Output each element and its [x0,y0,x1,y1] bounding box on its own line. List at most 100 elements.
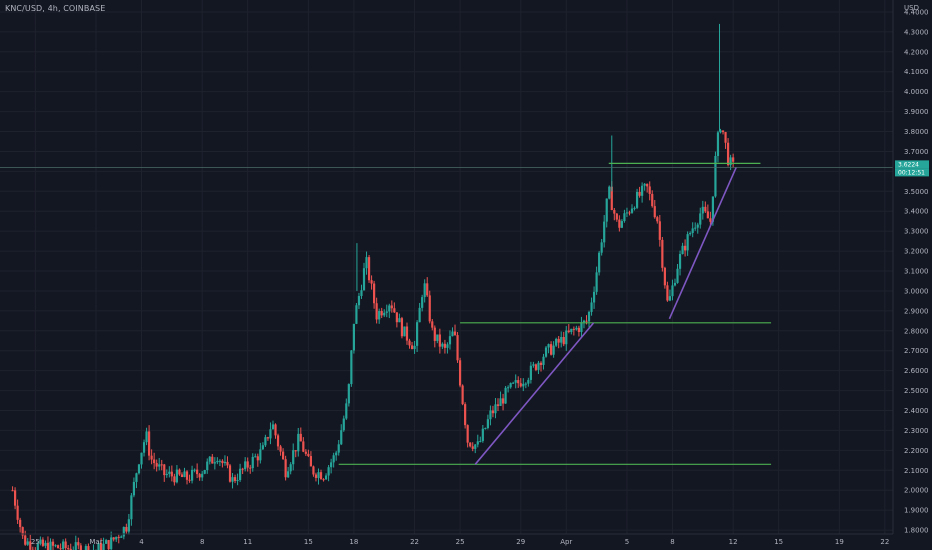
candle-body [681,245,684,255]
candle-body [132,481,136,496]
candle-body [350,350,353,385]
candle-body [544,347,548,357]
candle-body [590,302,593,312]
candle-body [610,186,613,211]
candle-body [615,213,618,220]
candle-body [231,477,234,482]
candle-body [390,305,393,309]
candle-body [370,280,373,284]
candle-body [228,465,232,482]
candle-body [239,468,242,481]
price-axis[interactable]: 1.8000 1.9000 2.0000 2.1000 2.2000 2.3000 2.40… [892,0,929,535]
price-badge-text: 00:12:51 [898,169,925,176]
candle-body [332,455,335,463]
time-axis[interactable]: 25 Mar 4 8 11 15 18 22 25 29 Apr 5 8 12 15 19 22 [0,533,893,546]
time-tick-label: 25 [456,538,465,546]
candle-body [507,387,510,389]
candle-body [79,545,82,550]
candle-body [663,267,666,286]
candle-body [125,527,128,532]
price-tick-label: 2.2000 [904,447,929,455]
candle-body [522,383,525,387]
candle-body [13,490,17,506]
candle-body [201,473,204,478]
candle-body [130,495,133,520]
time-tick-label: Mar [89,538,102,546]
candle-body [274,424,277,436]
time-tick-label: 19 [835,538,844,546]
candle-body [494,404,497,414]
candle-body [160,464,163,466]
candle-body [59,548,62,550]
candle-body [62,541,65,549]
candle-body [16,505,19,520]
candle-body [99,543,103,550]
candle-body [102,543,105,550]
candle-body [183,471,186,477]
candle-body [137,464,141,474]
candle-body [203,469,206,474]
candle-body [651,193,654,207]
candle-body [625,212,629,214]
price-tick-label: 2.3000 [904,427,929,435]
candle-body [696,224,699,228]
candle-body [408,340,411,346]
candle-body [534,364,538,370]
price-tick-label: 2.7000 [904,347,929,355]
candle-body [304,451,307,454]
candle-body [469,442,472,447]
candle-body [335,452,338,456]
candle-body [281,451,285,460]
candle-body [236,480,239,482]
candle-body [193,469,196,471]
price-tick-label: 3.3000 [904,228,929,236]
candle-body [180,474,184,477]
candle-body [729,157,732,166]
candle-body [582,320,586,323]
candle-body [251,456,254,469]
candle-body [206,461,209,470]
candle-body [423,283,426,298]
candle-body [714,155,717,197]
candle-body [641,185,644,196]
candle-body [572,328,575,330]
candle-body [140,452,143,465]
candle-body [509,383,512,388]
candle-body [398,318,401,323]
candle-body [732,157,735,162]
candle-body [266,437,270,439]
candle-body [173,476,176,483]
candle-body [638,191,641,196]
candle-body [87,546,90,550]
candle-body [155,463,158,467]
price-tick-label: 4.0000 [904,88,929,96]
candle-body [244,461,247,470]
candle-body [36,543,39,550]
time-tick-label: 11 [243,538,252,546]
candle-body [375,303,378,320]
candle-body [170,471,173,477]
candle-body [565,330,568,345]
candle-body [666,285,669,301]
candle-body [185,471,189,480]
price-tick-label: 2.8000 [904,327,929,335]
candle-body [299,433,302,442]
candle-body [175,469,179,483]
candle-body [147,431,151,456]
candle-body [289,464,292,472]
candle-body [706,211,709,219]
candle-body [26,541,29,545]
candle-body [555,338,558,346]
candle-body [127,519,130,532]
candle-body [529,365,532,380]
candle-body [188,479,191,481]
candle-body [595,272,598,292]
candle-body [365,257,368,269]
candle-body [547,344,550,348]
candle-body [630,208,634,213]
candle-body [362,268,366,291]
time-tick-label: 25 [31,538,40,546]
candle-body [360,290,363,296]
trendline-long [474,322,595,465]
